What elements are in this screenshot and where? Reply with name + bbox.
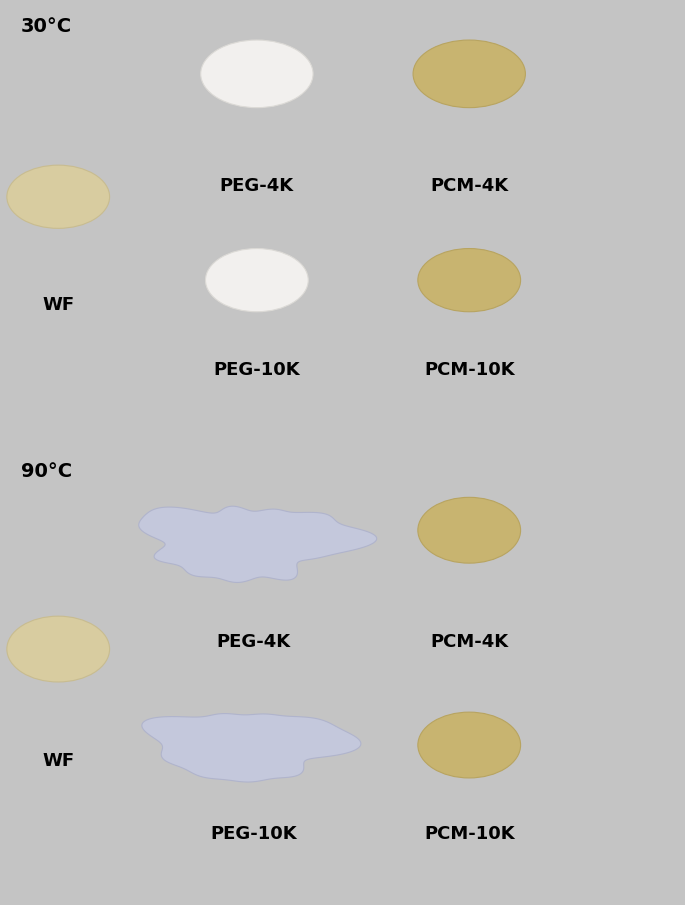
Text: PEG-10K: PEG-10K (210, 825, 297, 843)
Text: PCM-10K: PCM-10K (424, 825, 514, 843)
Text: PCM-4K: PCM-4K (430, 177, 508, 195)
Ellipse shape (418, 249, 521, 311)
Text: 30°C: 30°C (21, 17, 72, 36)
Text: 90°C: 90°C (21, 462, 72, 481)
Ellipse shape (201, 40, 313, 108)
Text: PEG-10K: PEG-10K (214, 361, 300, 379)
Ellipse shape (206, 249, 308, 311)
Ellipse shape (418, 712, 521, 778)
Ellipse shape (7, 616, 110, 682)
Text: WF: WF (42, 752, 74, 770)
Ellipse shape (7, 165, 110, 228)
Text: PEG-4K: PEG-4K (216, 634, 290, 651)
Text: PCM-10K: PCM-10K (424, 361, 514, 379)
Ellipse shape (413, 40, 525, 108)
Text: PCM-4K: PCM-4K (430, 634, 508, 651)
Ellipse shape (418, 498, 521, 563)
Polygon shape (142, 713, 361, 782)
Text: PEG-4K: PEG-4K (220, 177, 294, 195)
Text: WF: WF (42, 296, 74, 313)
Polygon shape (139, 506, 377, 583)
